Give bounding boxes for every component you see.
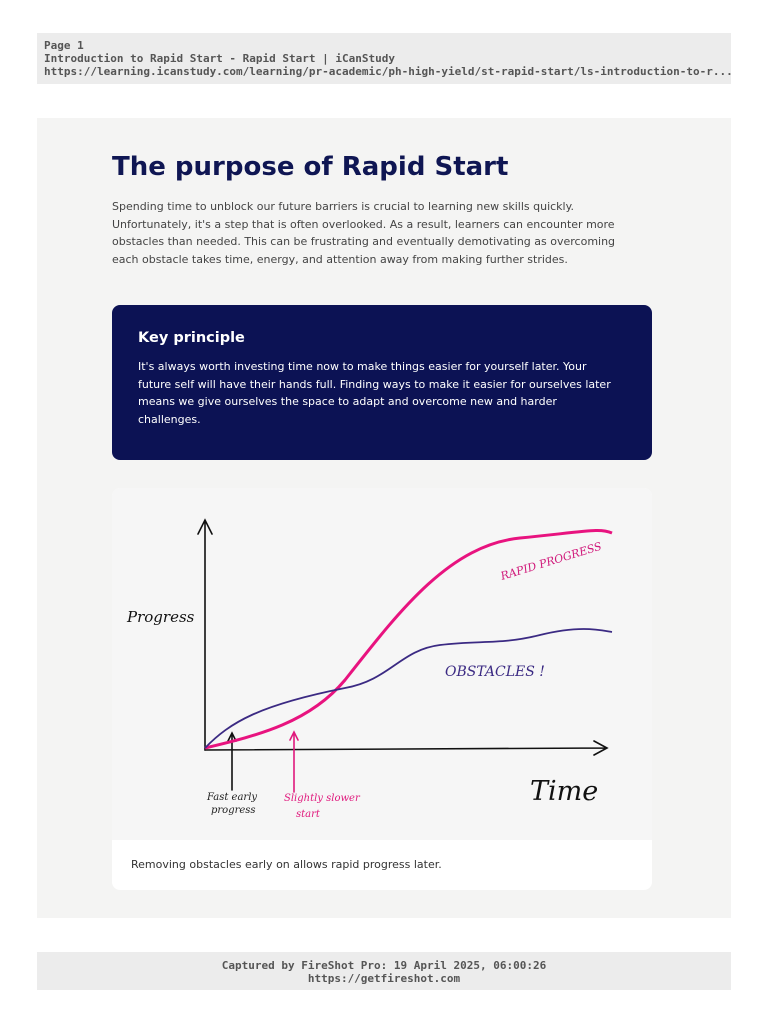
fast-label: Fast early xyxy=(206,792,257,803)
text-line: Spending time to unblock our future barr… xyxy=(112,200,575,213)
slow-label: Slightly slower xyxy=(284,793,361,804)
page-url: https://learning.icanstudy.com/learning/… xyxy=(44,65,733,78)
fast-label: progress xyxy=(211,805,256,816)
x-axis xyxy=(204,740,609,756)
text-line: challenges. xyxy=(138,412,201,426)
page-number: Page 1 xyxy=(44,39,84,52)
text-line: future self will have their hands full. … xyxy=(138,377,611,391)
text-line: means we give ourselves the space to ada… xyxy=(138,395,557,408)
page-title: Introduction to Rapid Start - Rapid Star… xyxy=(44,52,395,65)
rapid-curve xyxy=(204,529,613,750)
footer-bar: Captured by FireShot Pro: 19 April 2025,… xyxy=(37,952,731,990)
y-axis xyxy=(197,518,213,751)
header-bar: Page 1 Introduction to Rapid Start - Rap… xyxy=(37,33,733,84)
text-line: each obstacle takes time, energy, and at… xyxy=(112,252,568,266)
text-line: It's always worth investing time now to … xyxy=(138,360,587,373)
obstacles-curve xyxy=(204,628,613,749)
illustration: Progress Time RAPID PROGRESS OBSTACLES !… xyxy=(112,488,652,840)
figure-card: Progress Time RAPID PROGRESS OBSTACLES !… xyxy=(112,488,652,890)
text-line: Unfortunately, it's a step that is often… xyxy=(112,217,615,231)
caption: Removing obstacles early on allows rapid… xyxy=(131,858,442,871)
y-axis-label: Progress xyxy=(126,608,195,626)
arrow xyxy=(289,730,299,793)
principle-text: It's always worth investing time now to … xyxy=(138,358,611,428)
content-panel: The purpose of Rapid Start Spending time… xyxy=(37,118,731,918)
rapid-label: RAPID PROGRESS xyxy=(498,540,604,584)
capture-info: Captured by FireShot Pro: 19 April 2025,… xyxy=(221,959,547,972)
principle-box: Key principle It's always worth investin… xyxy=(112,305,652,460)
x-axis-label: Time xyxy=(530,776,598,807)
paragraph: Spending time to unblock our future barr… xyxy=(112,198,615,268)
text-line: obstacles than needed. This can be frust… xyxy=(112,235,616,248)
principle-title: Key principle xyxy=(138,330,245,346)
slow-label: start xyxy=(296,809,321,820)
obstacles-label: OBSTACLES ! xyxy=(445,664,545,680)
arrow xyxy=(227,731,237,791)
heading: The purpose of Rapid Start xyxy=(112,152,509,182)
capture-link: https://getfireshot.com xyxy=(307,972,461,985)
